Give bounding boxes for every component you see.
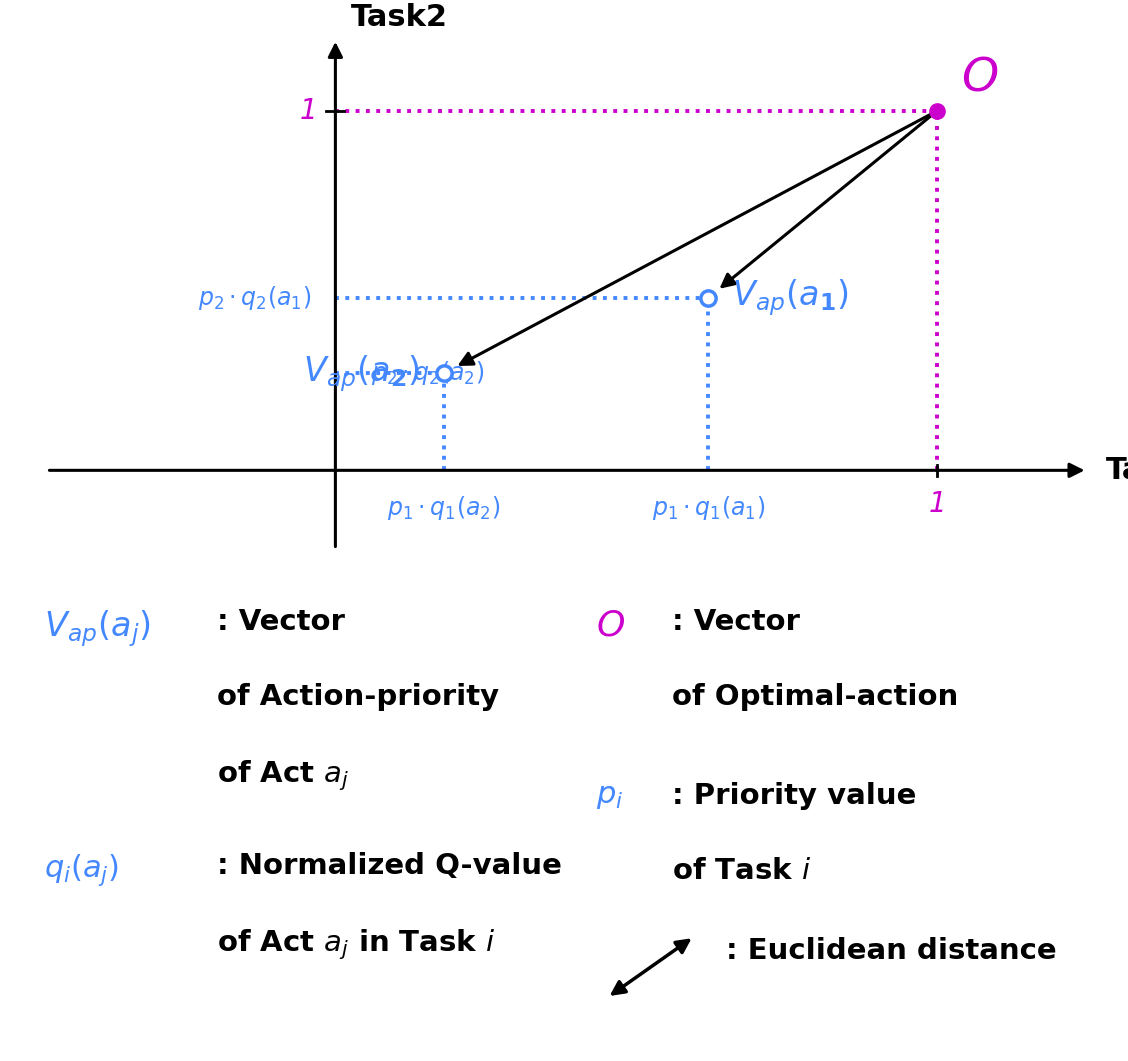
Text: of Action-priority: of Action-priority — [218, 683, 500, 712]
Text: $p_1 \cdot q_1(a_1)$: $p_1 \cdot q_1(a_1)$ — [652, 493, 765, 522]
Text: : Vector: : Vector — [672, 608, 800, 637]
Text: $\mathbf{\mathit{V}}_{\mathbf{\mathit{ap}}}(\mathbf{\mathit{a}}_\mathbf{1})$: $\mathbf{\mathit{V}}_{\mathbf{\mathit{ap… — [732, 277, 849, 318]
Text: $p_i$: $p_i$ — [597, 782, 624, 811]
Text: : Vector: : Vector — [218, 608, 345, 637]
Text: $p_2 \cdot q_2(a_2)$: $p_2 \cdot q_2(a_2)$ — [371, 360, 485, 387]
Text: $p_1 \cdot q_1(a_2)$: $p_1 \cdot q_1(a_2)$ — [387, 493, 501, 522]
Text: Task1: Task1 — [1105, 456, 1128, 485]
Text: $p_2 \cdot q_2(a_1)$: $p_2 \cdot q_2(a_1)$ — [199, 283, 311, 312]
Text: 1: 1 — [928, 490, 945, 518]
Text: : Priority value: : Priority value — [672, 782, 917, 810]
Text: of Task $i$: of Task $i$ — [672, 857, 811, 885]
Text: of Act $a_j$ in Task $i$: of Act $a_j$ in Task $i$ — [218, 927, 496, 962]
Text: $\mathbf{\mathit{O}}$: $\mathbf{\mathit{O}}$ — [961, 55, 998, 100]
Text: $\mathbf{\mathit{V}}_{\mathbf{\mathit{ap}}}(\mathbf{\mathit{a}}_\mathbf{2})$: $\mathbf{\mathit{V}}_{\mathbf{\mathit{ap… — [303, 353, 420, 394]
Text: $\mathbf{\mathit{V}}_{\mathbf{\mathit{ap}}}(\mathbf{\mathit{a}}_{\mathbf{\mathit: $\mathbf{\mathit{V}}_{\mathbf{\mathit{ap… — [44, 608, 151, 649]
Text: of Act $a_j$: of Act $a_j$ — [218, 759, 350, 793]
Text: Task2: Task2 — [351, 3, 448, 32]
Text: $\mathbf{\mathit{O}}$: $\mathbf{\mathit{O}}$ — [597, 608, 625, 643]
Text: 1: 1 — [300, 97, 317, 125]
Text: : Euclidean distance: : Euclidean distance — [726, 937, 1057, 964]
Text: of Optimal-action: of Optimal-action — [672, 683, 959, 712]
Text: $q_i(a_j)$: $q_i(a_j)$ — [44, 852, 118, 888]
Text: : Normalized Q-value: : Normalized Q-value — [218, 852, 563, 881]
